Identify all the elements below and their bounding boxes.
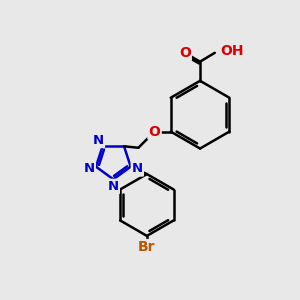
Text: N: N [84, 162, 95, 176]
Text: N: N [93, 134, 104, 147]
Text: OH: OH [220, 44, 244, 58]
Text: Br: Br [138, 240, 156, 254]
Text: N: N [93, 134, 104, 147]
Text: O: O [179, 46, 191, 60]
Text: N: N [84, 162, 95, 176]
Text: N: N [108, 180, 119, 193]
Text: O: O [148, 124, 160, 139]
Text: Br: Br [138, 240, 156, 254]
Text: N: N [108, 180, 119, 193]
Text: N: N [132, 162, 143, 176]
Text: N: N [132, 162, 143, 176]
Text: O: O [148, 124, 160, 139]
Text: OH: OH [220, 44, 244, 58]
Text: O: O [179, 46, 191, 60]
